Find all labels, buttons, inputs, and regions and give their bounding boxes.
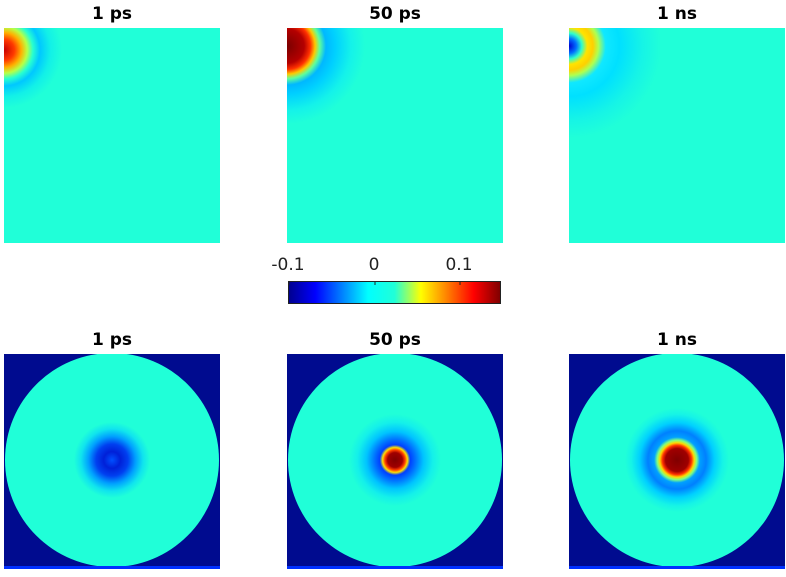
heatmap-top-1ps-svg bbox=[4, 28, 220, 243]
colorbar-tick-label: 0 bbox=[368, 255, 380, 275]
heatmap-top-1ps bbox=[4, 28, 220, 243]
heatmap-bottom-1ps-svg bbox=[4, 354, 220, 569]
colorbar-tick-label: -0.1 bbox=[271, 255, 305, 275]
colorbar-svg bbox=[289, 282, 500, 303]
colorbar-gradient bbox=[289, 282, 500, 303]
heatmap-bottom-1ns bbox=[569, 354, 785, 569]
heatmap-top-1ns-ring bbox=[569, 28, 785, 243]
heatmap-top-50ps-hotspot bbox=[287, 28, 503, 243]
heatmap-bottom-50ps bbox=[287, 354, 503, 569]
heatmap-top-50ps-svg bbox=[287, 28, 503, 243]
heatmap-bottom-50ps-svg bbox=[287, 354, 503, 569]
heatmap-top-1ns-svg bbox=[569, 28, 785, 243]
heatmap-top-1ps-hotspot bbox=[4, 28, 220, 243]
colorbar bbox=[288, 281, 501, 304]
heatmap-bottom-1ns-edge bbox=[569, 566, 785, 569]
panel-title-bottom-1ns: 1 ns bbox=[657, 330, 697, 350]
panel-title-bottom-50ps: 50 ps bbox=[369, 330, 421, 350]
colorbar-tick-label: 0.1 bbox=[445, 255, 473, 275]
heatmap-bottom-50ps-core bbox=[349, 414, 441, 506]
panel-title-top-1ns: 1 ns bbox=[657, 4, 697, 24]
panel-title-top-1ps: 1 ps bbox=[91, 4, 133, 24]
colorbar-tick-labels: -0.1 0 0.1 bbox=[271, 255, 501, 277]
heatmap-bottom-1ps-edge bbox=[4, 566, 220, 569]
heatmap-top-50ps bbox=[287, 28, 503, 243]
heatmap-bottom-1ns-svg bbox=[569, 354, 785, 569]
heatmap-bottom-50ps-edge bbox=[287, 566, 503, 569]
heatmap-bottom-1ps-ring bbox=[74, 422, 150, 498]
panel-title-bottom-1ps: 1 ps bbox=[91, 330, 133, 350]
heatmap-bottom-1ns-core bbox=[625, 408, 729, 512]
heatmap-top-1ns bbox=[569, 28, 785, 243]
heatmap-bottom-1ps bbox=[4, 354, 220, 569]
panel-title-top-50ps: 50 ps bbox=[369, 4, 421, 24]
